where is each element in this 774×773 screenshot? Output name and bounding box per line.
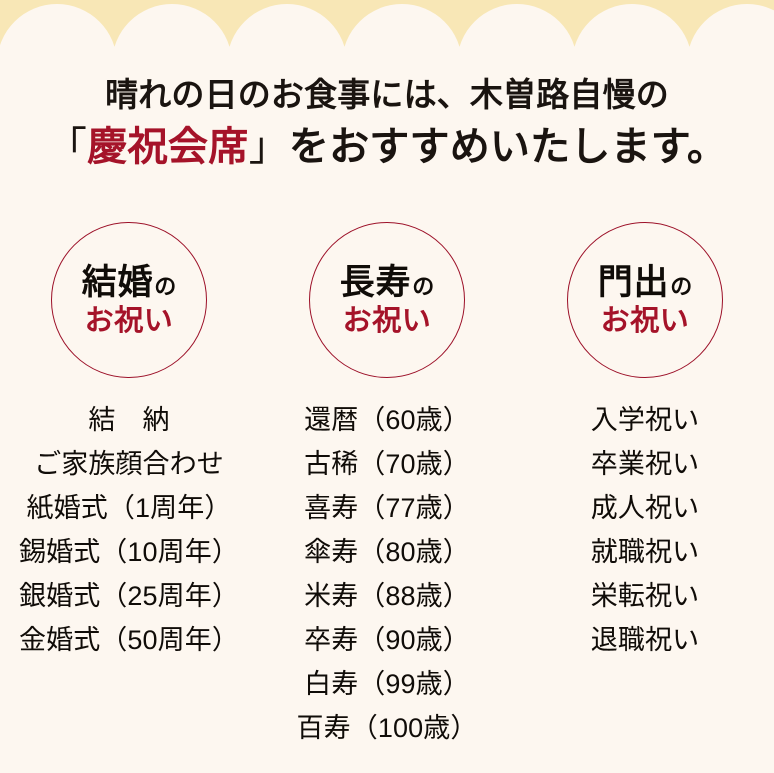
heading-line-secondary: 「慶祝会席」をおすすめいたします。 (0, 120, 774, 174)
list-item: 百寿（100歳） (296, 713, 478, 743)
list-item: ご家族顔合わせ (34, 449, 224, 479)
list-item: 喜寿（77歳） (304, 493, 470, 523)
list-item: 紙婚式（1周年） (26, 493, 232, 523)
list-item: 金婚式（50周年） (18, 625, 239, 655)
list-item: 卒寿（90歳） (304, 625, 470, 655)
course-name-highlight: 慶祝会席 (87, 124, 249, 169)
badge-wedding-kanji: 結婚 (81, 262, 154, 302)
badge-new-start-subtitle: お祝い (600, 304, 690, 337)
list-item: 還暦（60歳） (304, 405, 470, 435)
list-item: 銀婚式（25周年） (18, 581, 239, 611)
list-item: 成人祝い (590, 493, 700, 523)
category-column-longevity: 長寿 の お祝い 還暦（60歳） 古稀（70歳） 喜寿（77歳） 傘寿（80歳）… (258, 222, 516, 750)
list-item: 古稀（70歳） (304, 449, 470, 479)
list-item: 就職祝い (590, 537, 700, 567)
scallop-shape (0, 0, 774, 66)
badge-new-start: 門出 の お祝い (567, 222, 723, 378)
badge-new-start-title: 門出 の (598, 265, 692, 300)
list-item: 米寿（88歳） (304, 581, 470, 611)
badge-wedding-particle: の (154, 273, 177, 299)
item-list-longevity: 還暦（60歳） 古稀（70歳） 喜寿（77歳） 傘寿（80歳） 米寿（88歳） … (258, 398, 516, 750)
open-bracket: 「 (46, 124, 88, 169)
badge-longevity-kanji: 長寿 (339, 262, 412, 302)
badge-longevity-particle: の (412, 273, 435, 299)
list-item: 栄転祝い (590, 581, 700, 611)
list-item: 退職祝い (590, 625, 700, 655)
badge-longevity: 長寿 の お祝い (309, 222, 465, 378)
item-list-wedding: 結 納 ご家族顔合わせ 紙婚式（1周年） 錫婚式（10周年） 銀婚式（25周年）… (0, 398, 258, 662)
list-item: 傘寿（80歳） (304, 537, 470, 567)
list-item: 入学祝い (590, 405, 700, 435)
list-item: 結 納 (88, 405, 170, 435)
badge-wedding-title: 結婚 の (82, 265, 176, 300)
item-list-new-start: 入学祝い 卒業祝い 成人祝い 就職祝い 栄転祝い 退職祝い (516, 398, 774, 662)
category-columns: 結婚 の お祝い 結 納 ご家族顔合わせ 紙婚式（1周年） 錫婚式（10周年） … (0, 222, 774, 750)
badge-new-start-particle: の (670, 273, 693, 299)
heading-line-primary: 晴れの日のお食事には、木曽路自慢の (105, 78, 669, 114)
badge-longevity-subtitle: お祝い (342, 304, 432, 337)
badge-longevity-title: 長寿 の (340, 265, 434, 300)
page-title: 晴れの日のお食事には、木曽路自慢の 「慶祝会席」をおすすめいたします。 (0, 74, 774, 174)
category-column-new-start: 門出 の お祝い 入学祝い 卒業祝い 成人祝い 就職祝い 栄転祝い 退職祝い (516, 222, 774, 662)
badge-wedding-subtitle: お祝い (84, 304, 174, 337)
category-column-wedding: 結婚 の お祝い 結 納 ご家族顔合わせ 紙婚式（1周年） 錫婚式（10周年） … (0, 222, 258, 662)
list-item: 卒業祝い (590, 449, 700, 479)
list-item: 錫婚式（10周年） (18, 537, 239, 567)
badge-wedding: 結婚 の お祝い (51, 222, 207, 378)
heading-tail-text: をおすすめいたします。 (288, 124, 728, 169)
close-bracket: 」 (248, 124, 289, 169)
badge-new-start-kanji: 門出 (597, 262, 670, 302)
scalloped-top-band (0, 0, 774, 66)
list-item: 白寿（99歳） (304, 669, 470, 699)
